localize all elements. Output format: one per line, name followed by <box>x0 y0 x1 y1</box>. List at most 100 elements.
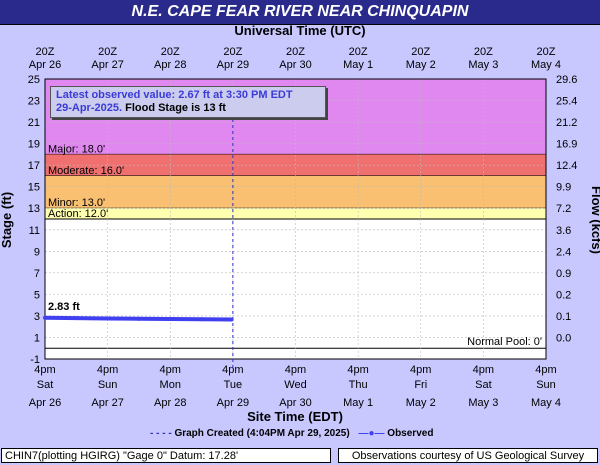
y-tick-label: 11 <box>29 225 40 237</box>
x-tick-date: Apr 30 <box>279 397 311 409</box>
top-tick-date: Apr 26 <box>29 59 61 71</box>
top-tick-time: 20Z <box>223 46 242 58</box>
flood-label-minor: Minor: 13.0' <box>48 197 105 209</box>
latest-date-text: 29-Apr-2025. <box>56 102 123 114</box>
y2-tick-label: 16.9 <box>556 139 577 151</box>
x-axis-title: Site Time (EDT) <box>247 409 343 424</box>
top-tick-time: 20Z <box>474 46 493 58</box>
latest-value-text: Latest observed value: 2.67 ft at 3:30 P… <box>56 89 293 101</box>
latest-observation-box: Latest observed value: 2.67 ft at 3:30 P… <box>50 86 326 118</box>
top-tick-time: 20Z <box>36 46 55 58</box>
y2-tick-label: 7.2 <box>556 203 571 215</box>
top-tick-date: May 1 <box>343 59 373 71</box>
y2-axis-title: Flow (kcfs) <box>589 186 600 254</box>
x-tick-time: 4pm <box>34 364 55 376</box>
observed-point <box>74 316 79 321</box>
y-tick-label: 23 <box>28 96 40 108</box>
y2-tick-label: 3.6 <box>556 225 571 237</box>
y2-tick-label: 0.0 <box>556 332 571 344</box>
x-tick-time: 4pm <box>535 364 556 376</box>
x-tick-time: 4pm <box>160 364 181 376</box>
y-tick-label: 5 <box>34 289 40 301</box>
y-tick-label: 1 <box>34 332 40 344</box>
flood-label-moderate: Moderate: 16.0' <box>48 165 124 177</box>
y2-tick-label: 0.9 <box>556 268 571 280</box>
flood-band-action <box>45 208 546 219</box>
y2-tick-label: 12.4 <box>556 160 577 172</box>
y2-tick-label: 0.1 <box>556 311 571 323</box>
top-tick-date: Apr 30 <box>279 59 311 71</box>
legend-observed: Observed <box>387 428 434 439</box>
top-tick-time: 20Z <box>411 46 430 58</box>
top-tick-time: 20Z <box>537 46 556 58</box>
x-tick-date: May 1 <box>343 397 373 409</box>
y2-tick-label: 29.6 <box>556 74 577 86</box>
y-tick-label: 7 <box>34 268 40 280</box>
flood-label-action: Action: 12.0' <box>48 208 108 220</box>
observed-point <box>229 317 234 322</box>
x-tick-date: Apr 27 <box>91 397 123 409</box>
y-tick-label: 13 <box>28 203 40 215</box>
x-tick-date: May 4 <box>531 397 561 409</box>
observed-start-label: 2.83 ft <box>48 301 80 313</box>
top-tick-time: 20Z <box>349 46 368 58</box>
x-tick-time: 4pm <box>285 364 306 376</box>
observed-point <box>105 316 110 321</box>
x-tick-weekday: Wed <box>284 379 306 391</box>
x-tick-time: 4pm <box>473 364 494 376</box>
y2-tick-label: 2.4 <box>556 246 571 258</box>
x-tick-time: 4pm <box>347 364 368 376</box>
x-tick-weekday: Tue <box>224 379 243 391</box>
x-tick-date: Apr 28 <box>154 397 186 409</box>
x-tick-time: 4pm <box>97 364 118 376</box>
x-tick-weekday: Fri <box>414 379 427 391</box>
flood-stage-text: Flood Stage is 13 ft <box>125 102 226 114</box>
top-tick-date: May 3 <box>468 59 498 71</box>
legend: - - - - Graph Created (4:04PM Apr 29, 20… <box>150 428 434 439</box>
x-tick-weekday: Sat <box>37 379 54 391</box>
x-tick-weekday: Sun <box>536 379 556 391</box>
y2-tick-label: 25.4 <box>556 96 577 108</box>
top-tick-time: 20Z <box>161 46 180 58</box>
x-tick-date: May 3 <box>468 397 498 409</box>
y-tick-label: -1 <box>30 354 40 366</box>
x-tick-time: 4pm <box>222 364 243 376</box>
normal-pool-label: Normal Pool: 0' <box>467 336 542 348</box>
x-tick-date: Apr 26 <box>29 397 61 409</box>
top-axis-title: Universal Time (UTC) <box>234 23 366 38</box>
y-tick-label: 19 <box>28 139 40 151</box>
x-tick-weekday: Mon <box>160 379 181 391</box>
y-tick-label: 17 <box>28 160 40 172</box>
legend-graph-created: Graph Created (4:04PM Apr 29, 2025) <box>174 428 350 439</box>
datum-footer: CHIN7(plotting HGIRG) "Gage 0" Datum: 17… <box>1 448 331 463</box>
observed-point <box>199 317 204 322</box>
top-tick-time: 20Z <box>98 46 117 58</box>
y-tick-label: 3 <box>34 311 40 323</box>
source-footer: Observations courtesy of US Geological S… <box>338 448 598 463</box>
y2-tick-label: 9.9 <box>556 182 571 194</box>
x-tick-date: May 2 <box>406 397 436 409</box>
y-tick-label: 15 <box>28 182 40 194</box>
top-tick-time: 20Z <box>286 46 305 58</box>
top-tick-date: Apr 29 <box>217 59 249 71</box>
flood-label-major: Major: 18.0' <box>48 143 105 155</box>
x-tick-date: Apr 29 <box>217 397 249 409</box>
observed-point <box>136 316 141 321</box>
y-tick-label: 25 <box>28 74 40 86</box>
x-tick-weekday: Thu <box>349 379 368 391</box>
y-axis-title: Stage (ft) <box>0 192 14 248</box>
y-tick-label: 9 <box>34 246 40 258</box>
x-tick-time: 4pm <box>410 364 431 376</box>
x-tick-weekday: Sat <box>475 379 492 391</box>
observed-point <box>168 316 173 321</box>
top-tick-date: May 2 <box>406 59 436 71</box>
x-tick-weekday: Sun <box>98 379 118 391</box>
top-tick-date: May 4 <box>531 59 561 71</box>
top-tick-date: Apr 27 <box>91 59 123 71</box>
observed-point <box>43 315 47 320</box>
top-tick-date: Apr 28 <box>154 59 186 71</box>
plot-frame <box>44 78 547 360</box>
chart-title: N.E. CAPE FEAR RIVER NEAR CHINQUAPIN <box>0 0 600 25</box>
y2-tick-label: 21.2 <box>556 117 577 129</box>
